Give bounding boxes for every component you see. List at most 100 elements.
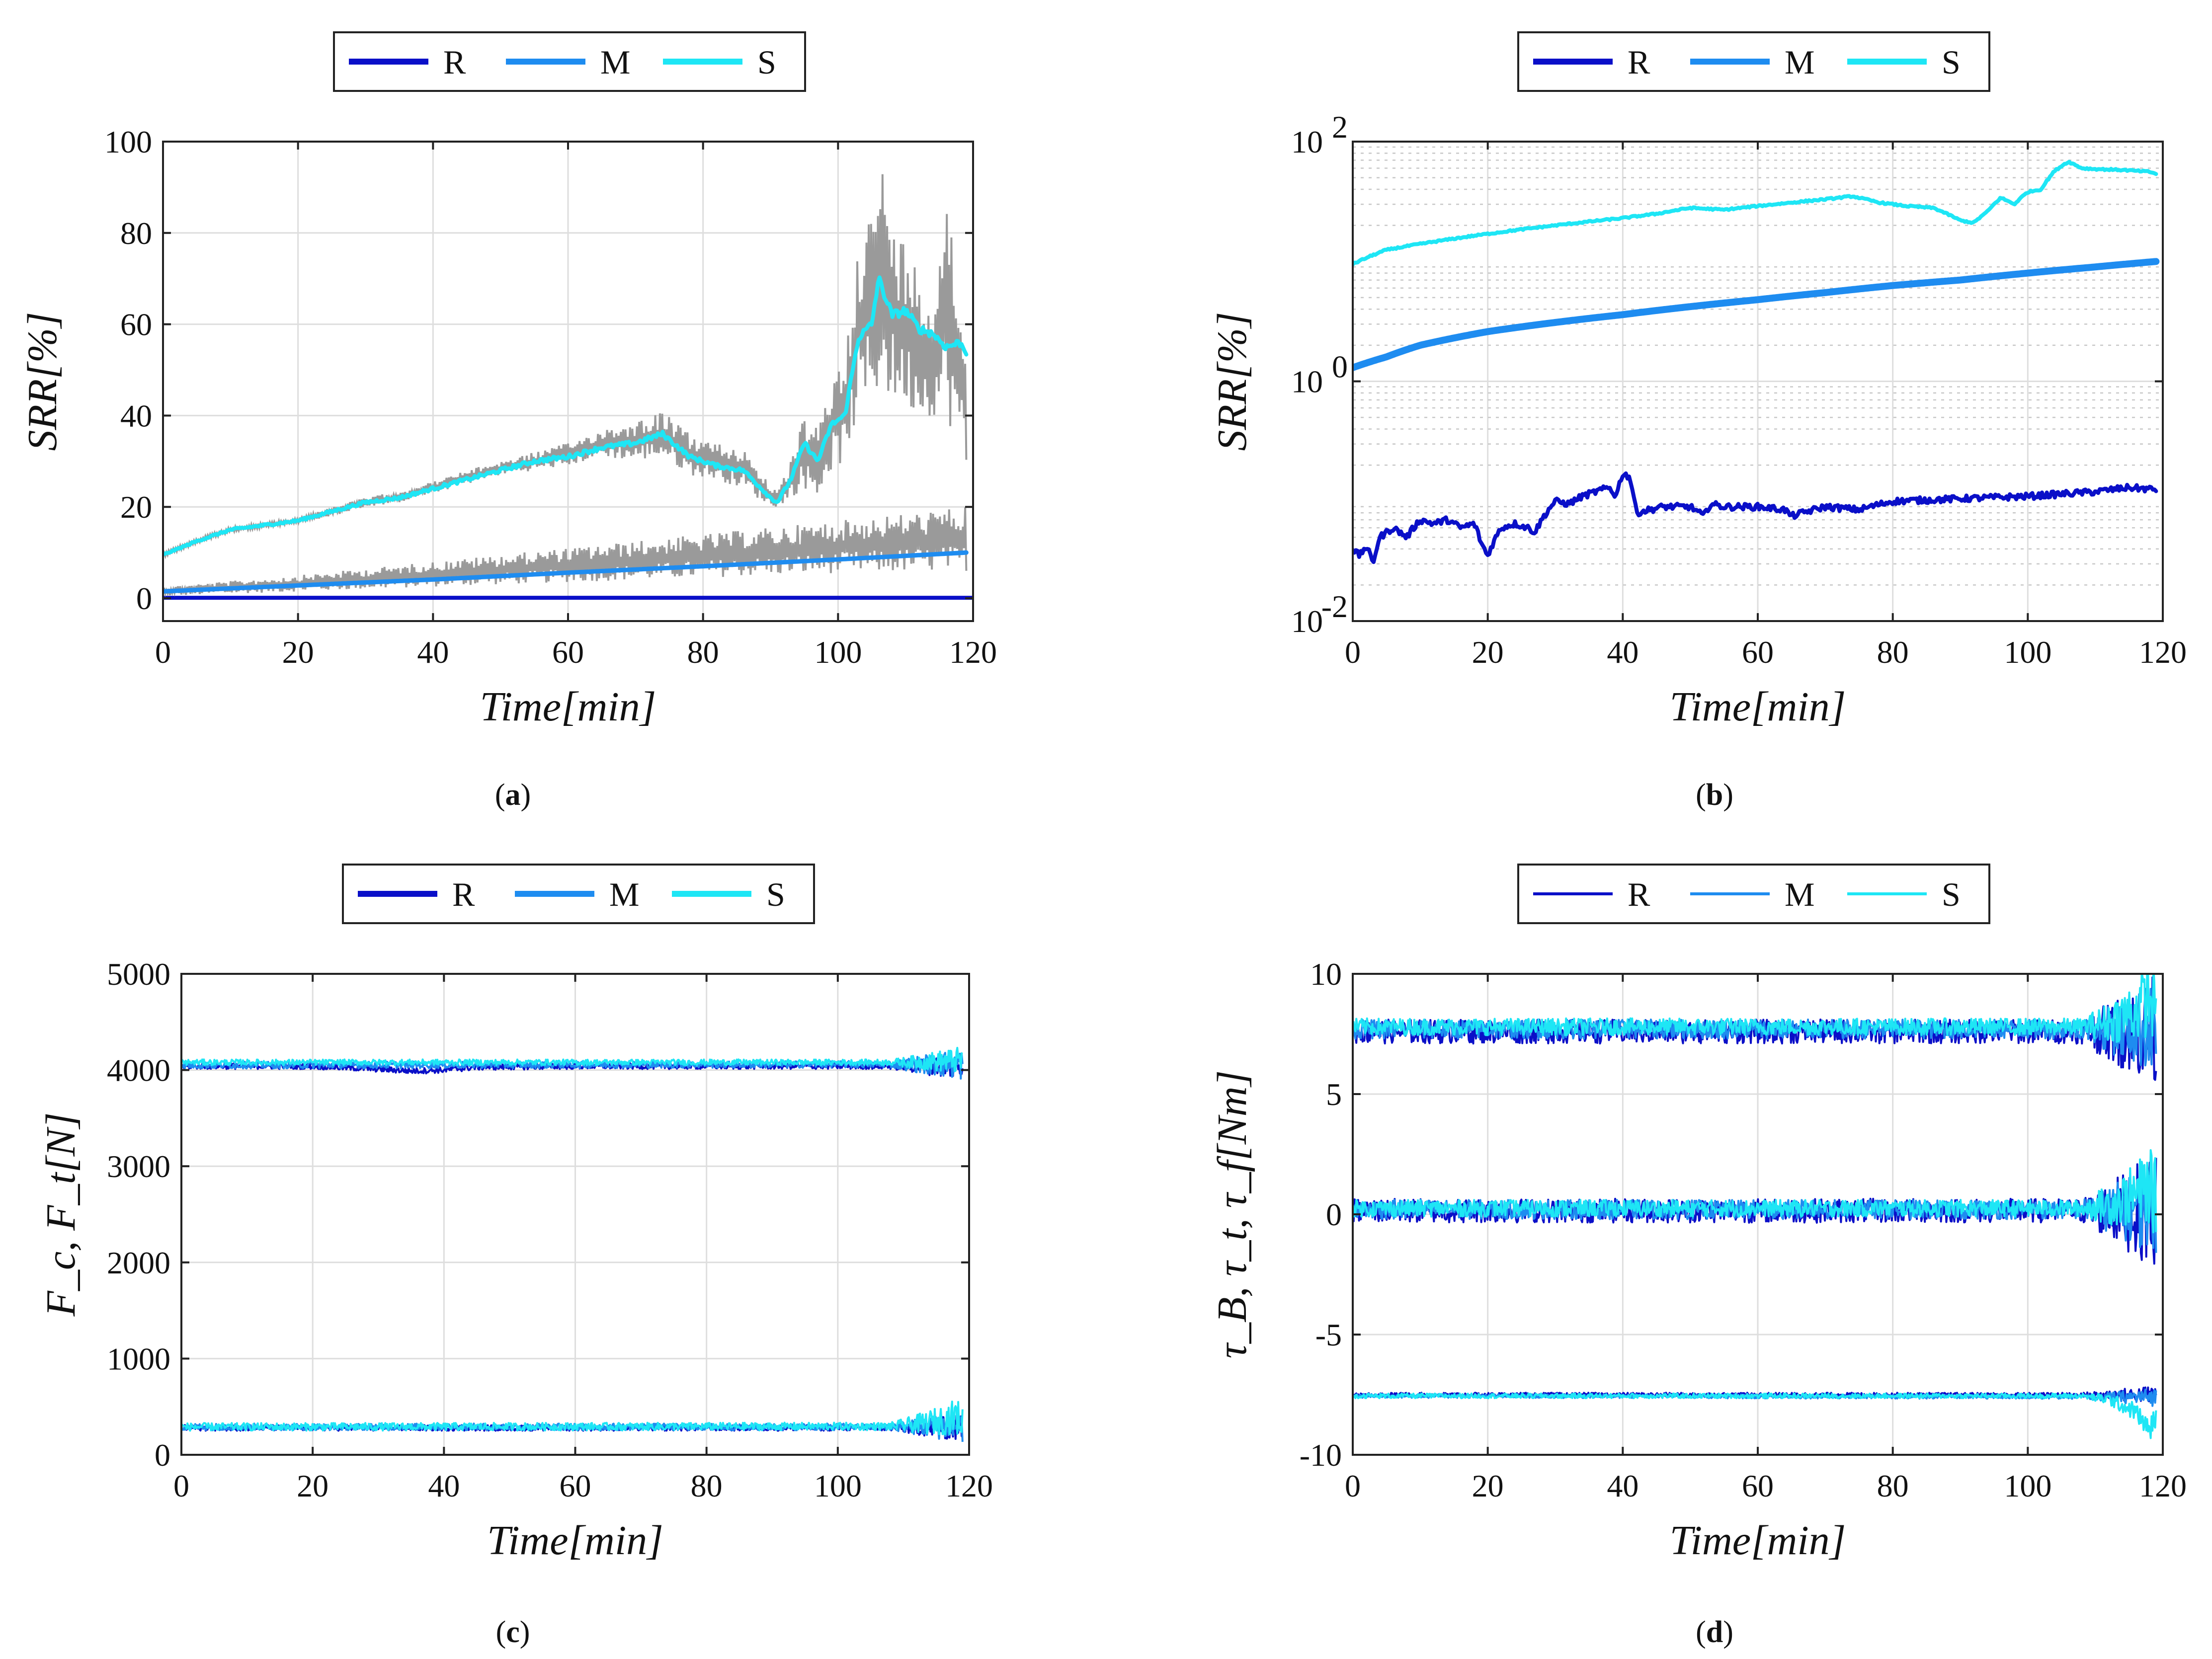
- x-axis-label: Time[min]: [480, 684, 656, 730]
- legend-label-M: M: [609, 875, 639, 913]
- series-S-d: [1353, 974, 2157, 1043]
- legend-label-M: M: [600, 43, 630, 81]
- legend-label-S: S: [766, 875, 785, 913]
- y-axis-label: τ_B, τ_t, τ_f[Nm]: [1209, 1070, 1255, 1358]
- caption-open: (: [496, 1615, 506, 1649]
- xtick-label: 80: [691, 1468, 723, 1503]
- xtick-label: 60: [1742, 1468, 1774, 1503]
- caption-letter: d: [1706, 1615, 1723, 1649]
- series-S-c: [181, 1046, 963, 1072]
- legend-label-R: R: [443, 43, 466, 81]
- caption-letter: b: [1706, 778, 1723, 812]
- legend-label-S: S: [1942, 875, 1961, 913]
- caption-open: (: [1696, 1615, 1706, 1649]
- series-R-b: [1353, 471, 2158, 564]
- panel-c: 0 20 40 60 80 100 120 0 1000 2000 3000 4000 5000 Time…: [38, 864, 993, 1649]
- panel-caption: (a): [495, 778, 531, 812]
- legend-label-S: S: [1942, 43, 1961, 81]
- xtick-label: 0: [173, 1468, 189, 1503]
- legend-label-R: R: [452, 875, 475, 913]
- caption-close: ): [1723, 778, 1733, 812]
- caption-close: ): [521, 778, 531, 812]
- xtick-label: 40: [1607, 634, 1639, 670]
- xtick-label: 120: [2139, 1468, 2187, 1503]
- ytick-exponent: 0: [1332, 349, 1348, 385]
- series-M-a: [163, 550, 969, 594]
- xtick-label: 120: [949, 634, 997, 670]
- ytick-label: 0: [1326, 1197, 1342, 1232]
- xtick-label: 0: [155, 634, 171, 670]
- caption-close: ): [1723, 1615, 1733, 1649]
- ytick-label: 0: [136, 581, 152, 616]
- ytick-label: 80: [120, 216, 152, 251]
- series-S-d: [1353, 1392, 2157, 1439]
- caption-open: (: [1696, 778, 1706, 812]
- caption-letter: a: [505, 778, 521, 812]
- ytick-label: 5000: [107, 956, 170, 992]
- ytick-label: 60: [120, 307, 152, 342]
- caption-open: (: [495, 778, 505, 812]
- ytick-label: 2000: [107, 1245, 170, 1280]
- x-axis-label: Time[min]: [1670, 1517, 1846, 1564]
- xtick-label: 100: [2004, 634, 2051, 670]
- xtick-label: 20: [1472, 634, 1504, 670]
- y-axis-label: F_c, F_t[N]: [38, 1112, 84, 1317]
- panel-caption: (d): [1696, 1615, 1733, 1649]
- xtick-label: 60: [1742, 634, 1774, 670]
- series-S-a: [163, 275, 969, 556]
- xtick-label: 0: [1345, 1468, 1361, 1503]
- ytick-label: 40: [120, 398, 152, 433]
- xtick-label: 20: [282, 634, 314, 670]
- series-M-b: [1353, 258, 2160, 371]
- plot-area-c: [181, 1046, 964, 1442]
- y-axis-label: SRR[%]: [19, 312, 66, 451]
- series-S-d: [1353, 1149, 2157, 1234]
- xtick-label: 80: [1877, 634, 1909, 670]
- ytick-label: -5: [1315, 1317, 1342, 1352]
- panel-caption: (c): [496, 1615, 530, 1649]
- legend-label-R: R: [1628, 875, 1650, 913]
- panel-caption: (b): [1696, 778, 1733, 812]
- ytick-label: 10: [1291, 124, 1323, 159]
- panel-a: 0 20 40 60 80 100 120 0 20 40 60 80 100 Time[min] SRR[…: [19, 31, 997, 812]
- plot-area-a: [163, 174, 973, 600]
- ytick-label: 5: [1326, 1077, 1342, 1112]
- legend-label-R: R: [1628, 43, 1650, 81]
- xtick-label: 80: [687, 634, 719, 670]
- ytick-label: 0: [155, 1437, 170, 1473]
- xtick-label: 20: [1472, 1468, 1504, 1503]
- grid-c: [180, 973, 970, 1456]
- ytick-label: -10: [1300, 1437, 1342, 1473]
- ytick-label: 10: [1310, 956, 1342, 992]
- xtick-label: 100: [2004, 1468, 2051, 1503]
- xtick-label: 0: [1345, 634, 1361, 670]
- grid-b: [1352, 141, 2164, 622]
- xtick-label: 120: [2139, 634, 2187, 670]
- legend-label-M: M: [1785, 875, 1814, 913]
- ytick-label: 10: [1291, 364, 1323, 399]
- series-S-c: [181, 1400, 964, 1435]
- ytick-label: 4000: [107, 1053, 170, 1088]
- legend-label-S: S: [757, 43, 776, 81]
- xtick-label: 40: [1607, 1468, 1639, 1503]
- plot-area-d: [1353, 974, 2157, 1439]
- xtick-label: 80: [1877, 1468, 1909, 1503]
- xtick-label: 120: [945, 1468, 993, 1503]
- caption-letter: c: [506, 1615, 520, 1649]
- xtick-label: 60: [552, 634, 584, 670]
- x-axis-label: Time[min]: [487, 1517, 663, 1564]
- xtick-label: 60: [560, 1468, 591, 1503]
- y-axis-label: SRR[%]: [1209, 312, 1255, 451]
- ytick-label: 3000: [107, 1149, 170, 1184]
- panel-d: 0 20 40 60 80 100 120 -10 -5 0 5 10 Time[min] τ_B, τ_…: [1209, 864, 2187, 1649]
- ytick-label: 20: [120, 489, 152, 525]
- ytick-label: 10: [1291, 604, 1323, 639]
- series-S-b: [1353, 159, 2158, 267]
- band-S-a: [163, 174, 968, 559]
- xtick-label: 40: [428, 1468, 460, 1503]
